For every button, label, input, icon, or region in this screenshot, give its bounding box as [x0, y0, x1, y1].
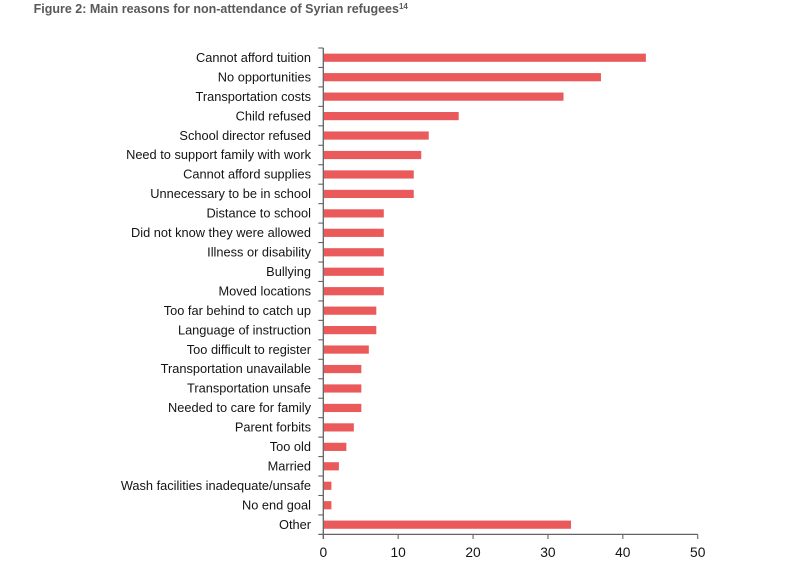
svg-text:Cannot afford supplies: Cannot afford supplies [183, 167, 311, 182]
svg-text:Married: Married [268, 459, 311, 474]
svg-text:Transportation unsafe: Transportation unsafe [187, 381, 311, 396]
svg-text:Need to support family with wo: Need to support family with work [126, 147, 312, 162]
svg-text:Wash facilities inadequate/uns: Wash facilities inadequate/unsafe [121, 478, 311, 493]
svg-text:30: 30 [540, 545, 556, 560]
svg-text:20: 20 [465, 545, 481, 560]
svg-text:0: 0 [319, 545, 327, 560]
svg-text:Distance to school: Distance to school [206, 206, 311, 221]
svg-text:10: 10 [391, 545, 407, 560]
svg-text:School director refused: School director refused [179, 128, 311, 143]
svg-text:40: 40 [615, 545, 631, 560]
svg-text:Transportation unavailable: Transportation unavailable [161, 361, 311, 376]
svg-text:Cannot afford tuition: Cannot afford tuition [196, 50, 311, 65]
svg-text:No opportunities: No opportunities [218, 69, 311, 84]
svg-text:Too difficult to register: Too difficult to register [187, 342, 312, 357]
svg-text:50: 50 [690, 545, 706, 560]
svg-text:Bullying: Bullying [266, 264, 311, 279]
svg-text:Needed to care for family: Needed to care for family [168, 400, 312, 415]
svg-text:Did not know they were allowed: Did not know they were allowed [131, 225, 311, 240]
svg-text:Other: Other [279, 517, 312, 532]
svg-text:Child refused: Child refused [236, 108, 311, 123]
svg-text:Parent forbits: Parent forbits [235, 420, 311, 435]
svg-text:Language of instruction: Language of instruction [178, 322, 311, 337]
svg-text:Too far behind to catch up: Too far behind to catch up [164, 303, 311, 318]
svg-text:No end goal: No end goal [242, 497, 311, 512]
svg-text:Moved locations: Moved locations [219, 283, 311, 298]
svg-text:Unnecessary to be in school: Unnecessary to be in school [150, 186, 311, 201]
svg-text:Too old: Too old [270, 439, 311, 454]
svg-text:Illness or disability: Illness or disability [207, 244, 311, 259]
svg-text:Transportation costs: Transportation costs [196, 89, 311, 104]
